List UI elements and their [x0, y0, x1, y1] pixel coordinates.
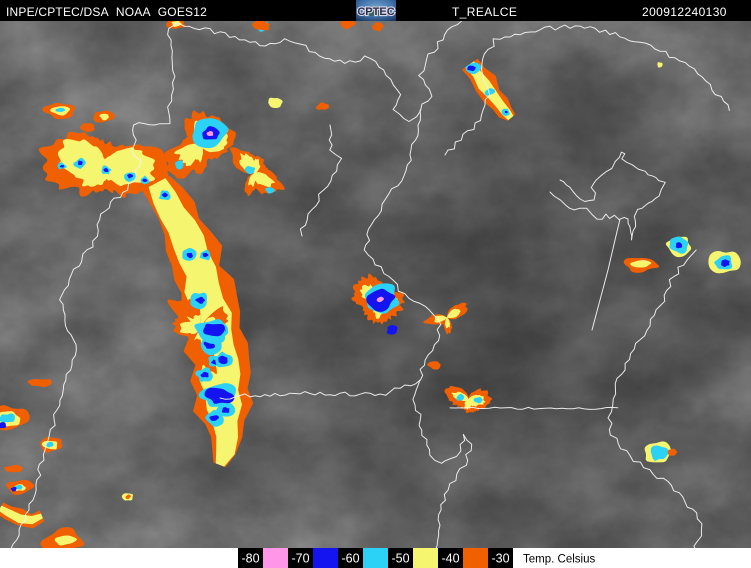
svg-text:-60: -60	[341, 552, 359, 566]
svg-text:Temp. Celsius: Temp. Celsius	[523, 554, 595, 566]
svg-text:-30: -30	[491, 552, 509, 566]
svg-text:CPTEC: CPTEC	[357, 6, 394, 18]
svg-text:-50: -50	[391, 552, 409, 566]
svg-text:-70: -70	[291, 552, 309, 566]
svg-text:-40: -40	[441, 552, 459, 566]
svg-text:-80: -80	[241, 552, 259, 566]
